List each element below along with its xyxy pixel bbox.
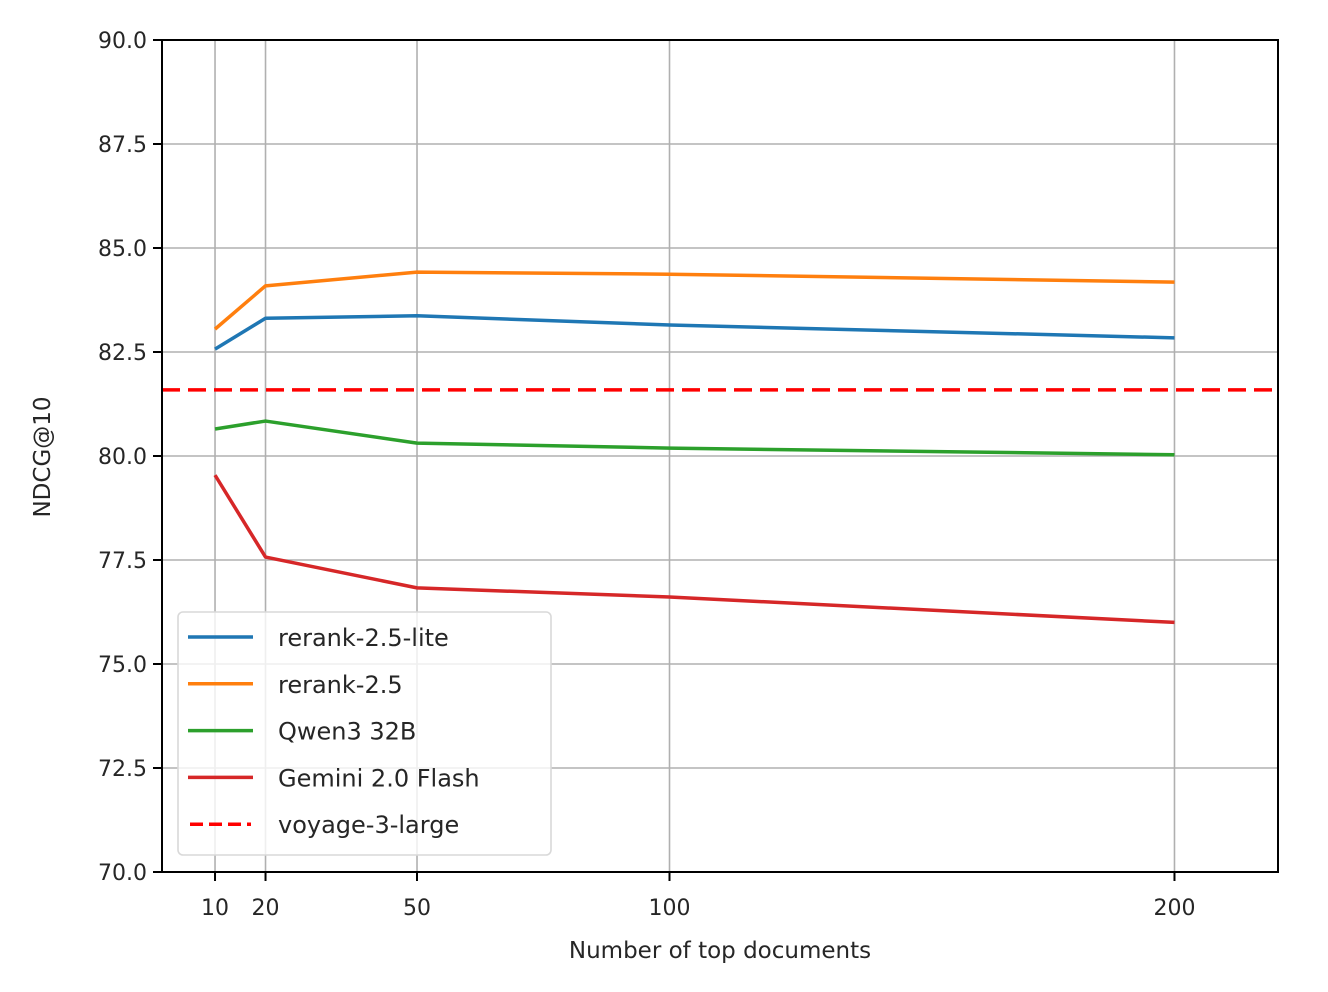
- x-tick-label: 200: [1153, 896, 1195, 921]
- legend-label: Qwen3 32B: [278, 718, 416, 746]
- series-line-rerank-2-5: [213, 270, 1175, 331]
- legend-label: Gemini 2.0 Flash: [278, 764, 480, 792]
- x-tick-label: 50: [403, 896, 431, 921]
- x-tick-label: 20: [252, 896, 280, 921]
- y-axis-ticks: 70.0 72.5 75.0 77.5 80.0 82.5 85.0 87.5 90.0: [98, 29, 162, 886]
- data-series: [162, 270, 1278, 625]
- x-axis-label: Number of top documents: [569, 938, 871, 964]
- y-tick-label: 80.0: [98, 445, 147, 470]
- x-tick-label: 10: [201, 896, 229, 921]
- y-tick-label: 70.0: [98, 861, 147, 886]
- y-tick-label: 82.5: [98, 341, 147, 366]
- legend-label: voyage-3-large: [278, 811, 459, 839]
- legend-box: [177, 611, 552, 856]
- legend: rerank-2.5-lite rerank-2.5 Qwen3 32B Gemini…: [177, 611, 552, 856]
- series-line-qwen3-32b: [214, 419, 1175, 457]
- y-tick-label: 72.5: [98, 757, 147, 782]
- legend-label: rerank-2.5: [278, 671, 403, 699]
- x-tick-label: 100: [649, 896, 691, 921]
- series-line-gemini-2-0-flash: [213, 474, 1175, 625]
- y-tick-label: 90.0: [98, 29, 147, 54]
- x-axis-ticks: 10 20 50 100 200: [201, 872, 1195, 921]
- legend-label: rerank-2.5-lite: [278, 624, 449, 652]
- series-line-rerank-2-5-lite: [214, 314, 1175, 351]
- y-tick-label: 87.5: [98, 133, 147, 158]
- y-tick-label: 77.5: [98, 549, 147, 574]
- y-axis-label: NDCG@10: [30, 396, 56, 517]
- y-tick-label: 85.0: [98, 237, 147, 262]
- y-tick-label: 75.0: [98, 653, 147, 678]
